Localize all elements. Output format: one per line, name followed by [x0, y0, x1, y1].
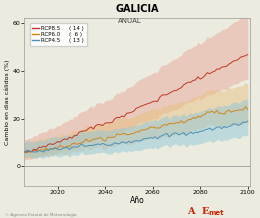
- Text: © Agencia Estatal de Meteorología: © Agencia Estatal de Meteorología: [5, 213, 77, 217]
- Text: met: met: [208, 210, 224, 216]
- Title: GALICIA: GALICIA: [115, 4, 159, 14]
- Legend: RCP8.5     ( 14 ), RCP6.0     (  6 ), RCP4.5     ( 13 ): RCP8.5 ( 14 ), RCP6.0 ( 6 ), RCP4.5 ( 13…: [30, 23, 87, 46]
- Text: A: A: [187, 207, 195, 216]
- Text: E: E: [202, 207, 209, 216]
- Y-axis label: Cambio en dias cálidos (%): Cambio en dias cálidos (%): [4, 59, 10, 145]
- Text: ANUAL: ANUAL: [118, 18, 142, 24]
- X-axis label: Año: Año: [130, 196, 145, 205]
